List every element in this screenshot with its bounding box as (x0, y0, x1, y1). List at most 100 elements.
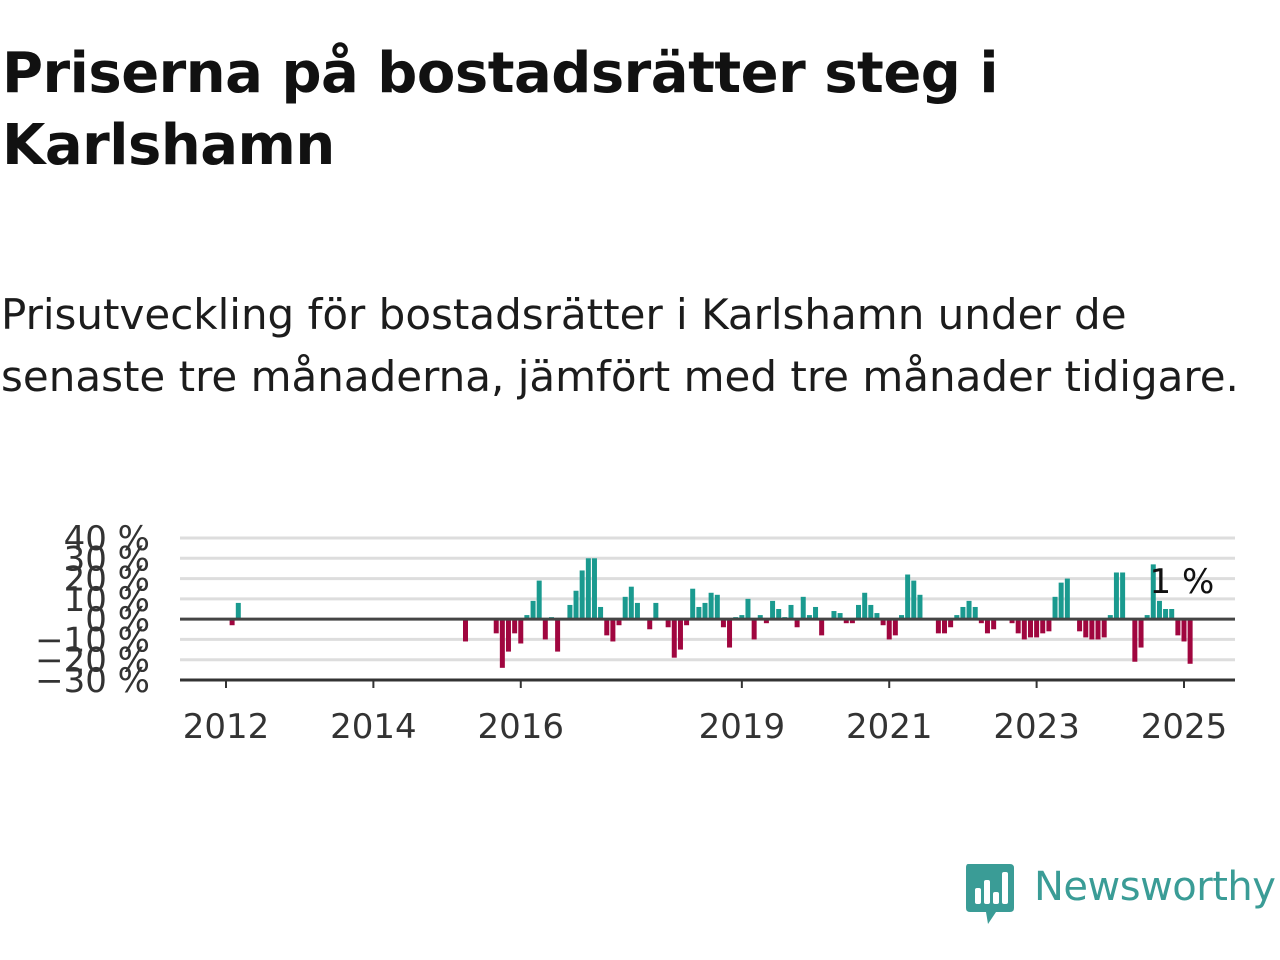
price-change-bar-chart: 40 %30 %20 %10 %0 %−10 %−20 %−30 % 2012 20… (35, 519, 1235, 747)
bar (518, 619, 524, 644)
y-tick-label: −20 % (35, 641, 150, 681)
bar (1015, 619, 1021, 634)
page-title: Priserna på bostadsrätter steg i Karlsha… (2, 41, 999, 178)
bar (505, 619, 511, 652)
bar (942, 619, 947, 634)
bar (868, 604, 874, 620)
bar (849, 619, 855, 624)
bar (573, 590, 579, 620)
bar (512, 619, 518, 634)
bar (880, 619, 886, 626)
bar (1138, 619, 1144, 648)
bar (690, 588, 696, 620)
bar (708, 592, 714, 620)
value-annotation: 1 % (1150, 562, 1215, 602)
bar (972, 606, 978, 620)
bar (984, 619, 990, 634)
bar (1083, 619, 1089, 638)
bar (763, 619, 769, 624)
bar (831, 611, 837, 620)
bar (960, 606, 966, 620)
bar (794, 619, 800, 628)
bar (622, 596, 628, 620)
bar (677, 619, 683, 650)
y-tick-label: 40 % (64, 519, 150, 559)
y-tick-label: 0 % (85, 600, 150, 640)
bar (1052, 596, 1058, 620)
bar (991, 619, 997, 630)
bar (524, 615, 530, 620)
bar (555, 619, 561, 652)
bar (665, 619, 671, 628)
bar (229, 619, 235, 626)
x-tick-label: 2023 (993, 707, 1080, 747)
bar (610, 619, 616, 642)
bar (978, 619, 984, 624)
y-tick-label: 10 % (64, 580, 150, 620)
labels: 40 %30 %20 %10 %0 %−10 %−20 %−30 % 2012 20… (35, 519, 1227, 747)
bar (235, 602, 241, 620)
bar (911, 580, 917, 620)
bar (770, 600, 776, 620)
y-tick-label: 20 % (64, 560, 150, 600)
bar (905, 574, 911, 620)
bar (647, 619, 653, 630)
bar (714, 594, 720, 620)
bar (1095, 619, 1101, 640)
bar (899, 615, 905, 620)
bar (653, 602, 659, 620)
bar (800, 596, 806, 620)
bar (1064, 578, 1070, 620)
newsworthy-logo-icon (966, 864, 1014, 924)
bar (530, 600, 536, 620)
newsworthy-logo-text: Newsworthy (1034, 864, 1276, 910)
bar (634, 602, 640, 620)
chart-subtitle: Prisutveckling för bostadsrätter i Karls… (1, 290, 1239, 401)
bar (1163, 609, 1169, 620)
x-tick-label: 2014 (330, 707, 417, 747)
bar (966, 600, 972, 620)
bar (856, 604, 862, 620)
x-tick-label: 2016 (478, 707, 565, 747)
bar (1101, 619, 1107, 638)
bar (493, 619, 499, 634)
bar (1175, 619, 1181, 636)
bar (819, 619, 825, 636)
bar (684, 619, 690, 626)
bar (1144, 615, 1150, 620)
bar (1187, 619, 1193, 664)
y-tick-label: 30 % (64, 539, 150, 579)
bar (788, 604, 794, 620)
bar (954, 615, 960, 620)
x-tick-label: 2025 (1141, 707, 1228, 747)
bar (935, 619, 941, 634)
bar (1132, 619, 1138, 662)
bar (1156, 600, 1162, 620)
bar (702, 602, 708, 620)
bar (1169, 609, 1175, 620)
y-tick-label: −30 % (35, 661, 150, 701)
bar (1034, 619, 1040, 638)
bar (757, 615, 763, 620)
bar (886, 619, 892, 640)
bar (463, 619, 468, 642)
bar (671, 619, 677, 658)
bar (1120, 572, 1126, 620)
bar (567, 604, 573, 620)
bar (720, 619, 726, 628)
bar (1150, 564, 1156, 620)
bar (1089, 619, 1095, 640)
bar (542, 619, 548, 640)
bar (751, 619, 757, 640)
bar (628, 586, 634, 620)
bar (806, 615, 812, 620)
bar (813, 606, 819, 620)
bar (1077, 619, 1083, 632)
bar (604, 619, 610, 636)
bar (591, 558, 597, 620)
bar (776, 609, 782, 620)
bar (585, 558, 591, 620)
y-tick-label: −10 % (35, 620, 150, 660)
bar (616, 619, 622, 626)
bar (696, 606, 702, 620)
